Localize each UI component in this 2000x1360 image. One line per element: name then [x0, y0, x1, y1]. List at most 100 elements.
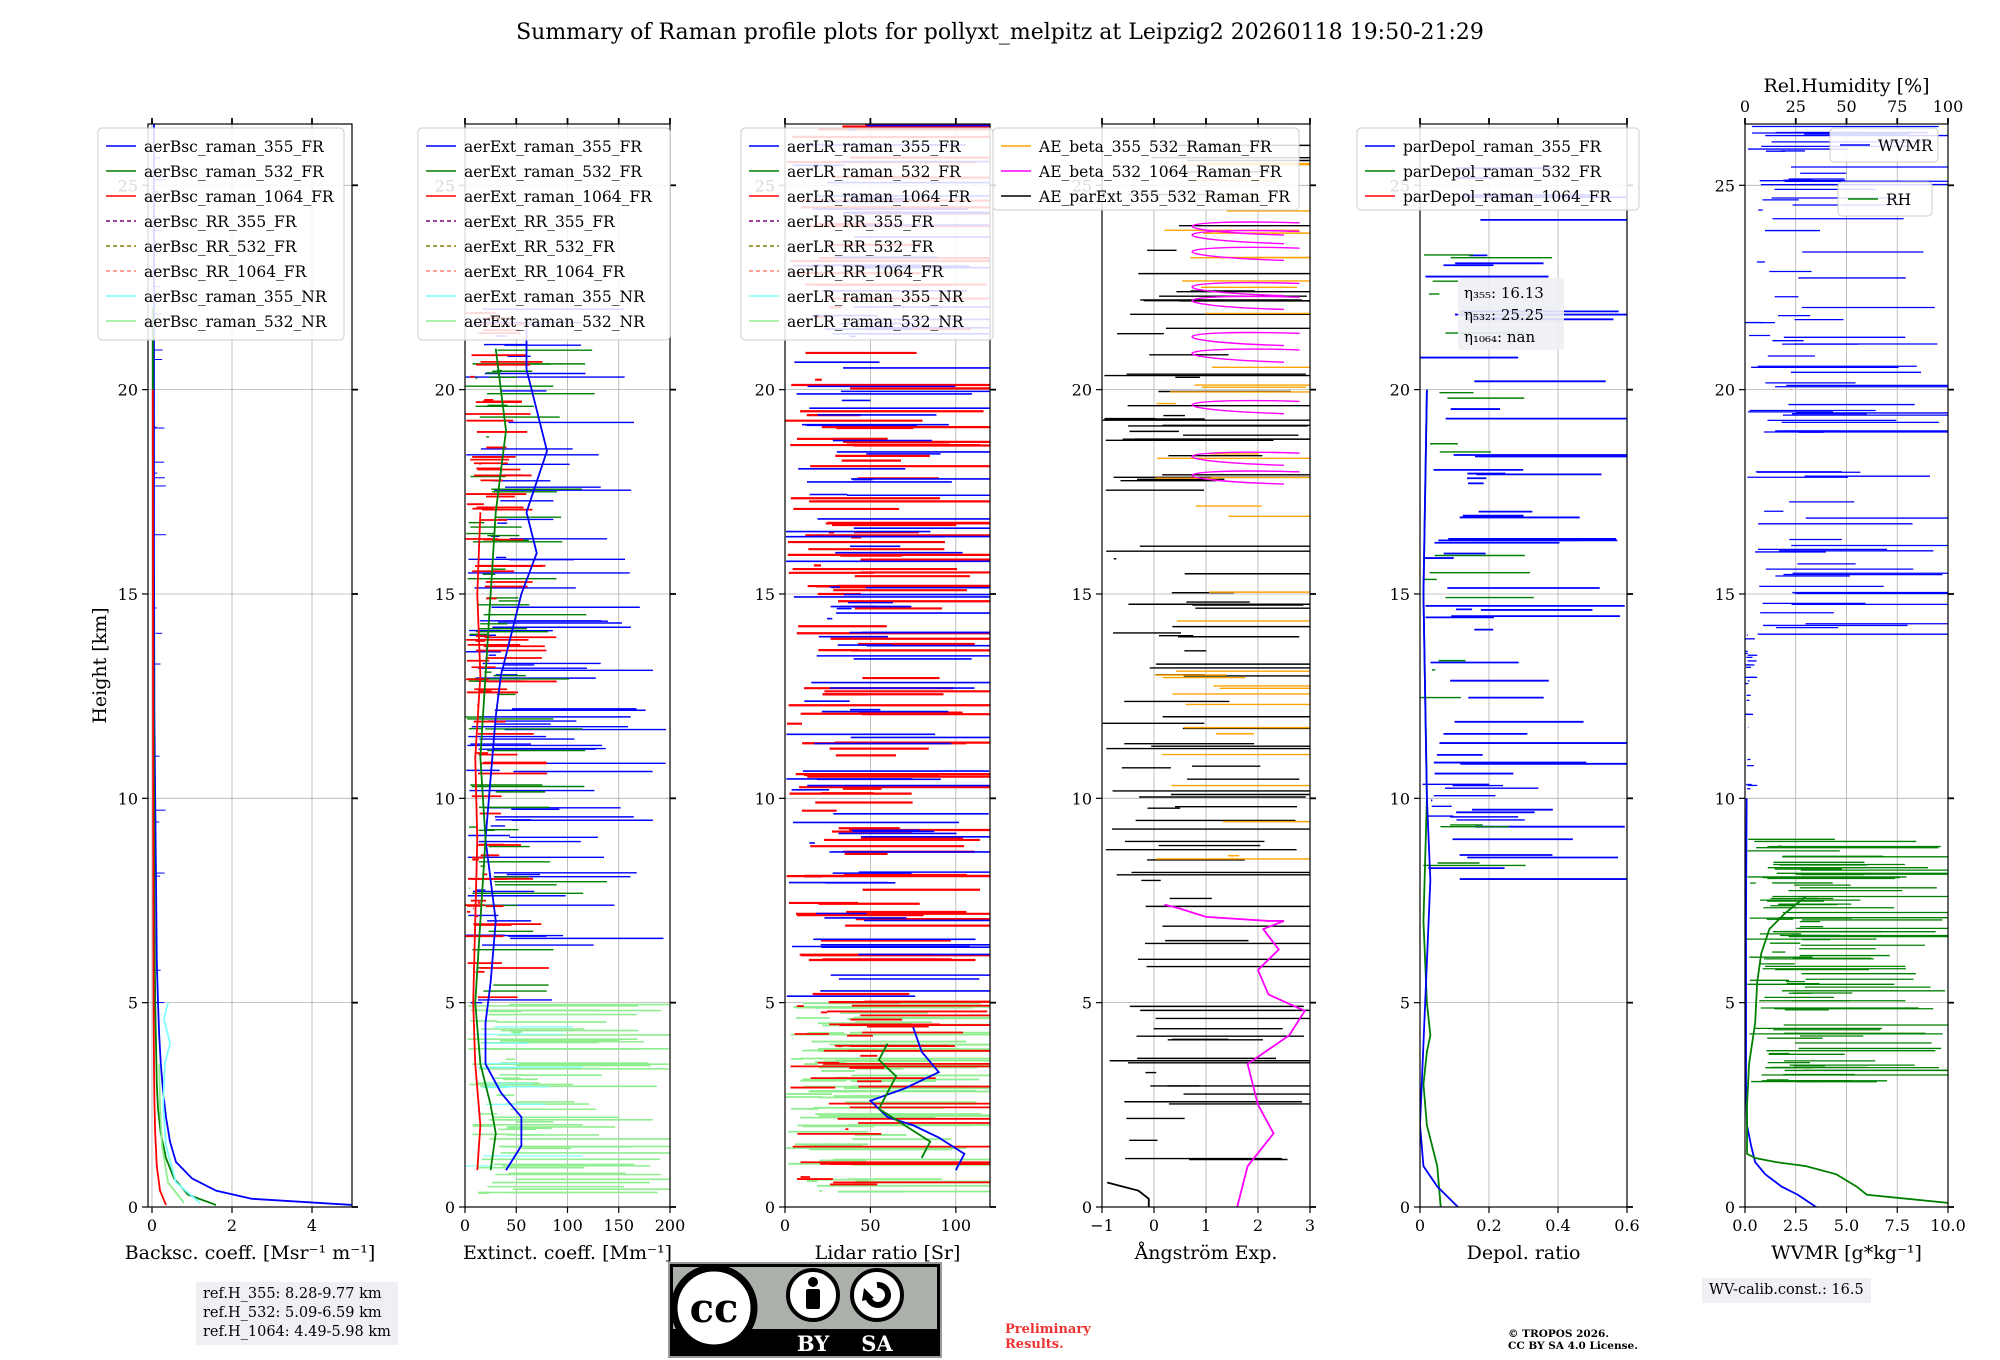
series-line-AE_beta_532_1064_Raman_FR [1164, 903, 1307, 1207]
series-line-aerExt_raman_532_FR [474, 348, 507, 1171]
x-axis-label: Ångström Exp. [1134, 1242, 1278, 1264]
series-line-parDepol_raman_355_FR [1420, 389, 1459, 1207]
ref-height-1064: ref.H_1064: 4.49-5.98 km [203, 1324, 391, 1340]
cc-by-sa-license-logo: cc BY SA [668, 1262, 942, 1358]
legend-entry: aerLR_raman_532_FR [787, 163, 962, 181]
legend-entry: AE_beta_532_1064_Raman_FR [1038, 163, 1283, 181]
plot-area-wv [1745, 124, 1948, 1207]
y-tick-label: 0 [765, 1198, 775, 1217]
legend-entry: aerBsc_raman_1064_FR [144, 188, 335, 206]
legend-entry: aerExt_raman_1064_FR [464, 188, 653, 206]
legend-entry: aerBsc_raman_355_FR [144, 138, 325, 156]
profile-spike [1191, 348, 1300, 363]
x-tick-label: 0.0 [1732, 1216, 1757, 1235]
eta-value: η₃₅₅: 16.13 [1464, 284, 1544, 302]
y-tick-label: 15 [1715, 585, 1735, 604]
sa-share-icon [850, 1268, 904, 1322]
profile-spike [1191, 281, 1300, 297]
x-tick-label: 50 [506, 1216, 526, 1235]
copyright-note: © TROPOS 2026. CC BY SA 4.0 License. [1508, 1328, 1638, 1352]
y-tick-label: 10 [118, 789, 138, 808]
x-tick-label: 0.4 [1545, 1216, 1570, 1235]
y-tick-label: 10 [1072, 789, 1092, 808]
top-x-tick-label: 100 [1933, 97, 1964, 116]
y-tick-label: 25 [1715, 176, 1735, 195]
x-axis-label: WVMR [g*kg⁻¹] [1771, 1242, 1922, 1264]
x-tick-label: 1 [1201, 1216, 1211, 1235]
legend-entry: AE_parExt_355_532_Raman_FR [1038, 188, 1291, 206]
legend-entry: aerLR_raman_532_NR [787, 313, 965, 331]
x-tick-label: 5.0 [1834, 1216, 1859, 1235]
y-tick-label: 20 [1715, 381, 1735, 400]
legend-entry: aerExt_raman_532_NR [464, 313, 646, 331]
top-x-tick-label: 75 [1887, 97, 1907, 116]
series-line-aerExt_raman_355_FR [484, 328, 548, 1171]
profile-spike [1191, 246, 1300, 262]
y-tick-label: 15 [1072, 585, 1092, 604]
axes-frame [147, 123, 353, 1208]
series-line-aerBsc_raman_355_NR [162, 1002, 201, 1204]
profile-spike [1191, 470, 1300, 485]
series-line-aerExt_raman_1064_FR [472, 512, 482, 1171]
profile-spike [1191, 331, 1300, 347]
x-axis-label: Lidar ratio [Sr] [815, 1242, 961, 1264]
series-line-aerBsc_raman_1064_FR [151, 389, 167, 1206]
x-tick-label: 7.5 [1885, 1216, 1910, 1235]
legend-entry: AE_beta_355_532_Raman_FR [1038, 138, 1273, 156]
panel-bsc: 0510152025024Backsc. coeff. [Msr⁻¹ m⁻¹]H… [89, 118, 375, 1264]
legend-lr: aerLR_raman_355_FR aerLR_raman_532_FR aerL… [740, 127, 994, 341]
figure-title: Summary of Raman profile plots for polly… [516, 20, 1484, 45]
x-tick-label: 150 [603, 1216, 634, 1235]
x-tick-label: 50 [860, 1216, 880, 1235]
series-line-WVMR [1745, 798, 1817, 1207]
legend-box [1356, 127, 1640, 211]
legend-bsc: aerBsc_raman_355_FR aerBsc_raman_532_FRae… [97, 127, 345, 341]
axes-frame [784, 123, 991, 1208]
y-tick-label: 0 [1082, 1198, 1092, 1217]
legend-entry: aerLR_RR_532_FR [787, 238, 935, 256]
eta-value: η₁₀₆₄: nan [1464, 328, 1535, 346]
y-tick-label: 15 [435, 585, 455, 604]
legend-wv-1: RH [1837, 181, 1933, 217]
y-tick-label: 10 [1390, 789, 1410, 808]
y-tick-label: 0 [445, 1198, 455, 1217]
preliminary-line-2: Results. [1005, 1337, 1064, 1352]
legend-depol: parDepol_raman_355_FR parDepol_raman_532_… [1356, 127, 1640, 211]
wv-calibration-box: WV-calib.const.: 16.5 [1702, 1278, 1871, 1303]
series-line-aerBsc_raman_532_FR [151, 307, 217, 1206]
legend-entry: aerExt_raman_355_NR [464, 288, 646, 306]
legend-entry: aerExt_RR_355_FR [464, 213, 616, 231]
eta-annotation: η₃₅₅: 16.13 η₅₃₂: 25.25 η₁₀₆₄: nan [1458, 278, 1564, 350]
x-tick-label: 0.2 [1476, 1216, 1501, 1235]
y-tick-label: 20 [118, 381, 138, 400]
x-tick-label: 3 [1305, 1216, 1315, 1235]
profile-spike [1191, 221, 1300, 236]
reference-height-box: ref.H_355: 8.28-9.77 km ref.H_532: 5.09-… [196, 1282, 398, 1345]
copyright-line-1: © TROPOS 2026. [1508, 1328, 1610, 1340]
legend-entry: aerExt_RR_1064_FR [464, 263, 626, 281]
legend-wv-0: WVMR [1829, 127, 1939, 163]
x-tick-label: 100 [552, 1216, 583, 1235]
legend-entry: aerLR_raman_355_NR [787, 288, 965, 306]
y-tick-label: 0 [1400, 1198, 1410, 1217]
series-line-aerLR_raman_532_FR [877, 1043, 932, 1159]
profile-spike [1191, 229, 1300, 245]
x-tick-label: 10.0 [1930, 1216, 1966, 1235]
legend-entry: parDepol_raman_532_FR [1403, 163, 1603, 181]
profile-spike [1191, 295, 1300, 311]
sa-label: SA [861, 1331, 893, 1356]
y-tick-label: 20 [1072, 381, 1092, 400]
copyright-line-2: CC BY SA 4.0 License. [1508, 1340, 1638, 1352]
y-tick-label: 5 [1400, 994, 1410, 1013]
preliminary-line-1: Preliminary [1005, 1322, 1091, 1337]
legend-box [1829, 127, 1939, 163]
y-tick-label: 15 [118, 585, 138, 604]
y-tick-label: 20 [1390, 381, 1410, 400]
legend-entry: aerBsc_raman_532_FR [144, 163, 325, 181]
legend-entry: aerBsc_raman_532_NR [144, 313, 328, 331]
y-axis-label: Height [km] [89, 607, 111, 723]
legend-ext: aerExt_raman_355_FR aerExt_raman_532_FRae… [417, 127, 671, 341]
y-tick-label: 10 [755, 789, 775, 808]
legend-entry: aerBsc_RR_532_FR [144, 238, 298, 256]
legend-box [740, 127, 994, 341]
